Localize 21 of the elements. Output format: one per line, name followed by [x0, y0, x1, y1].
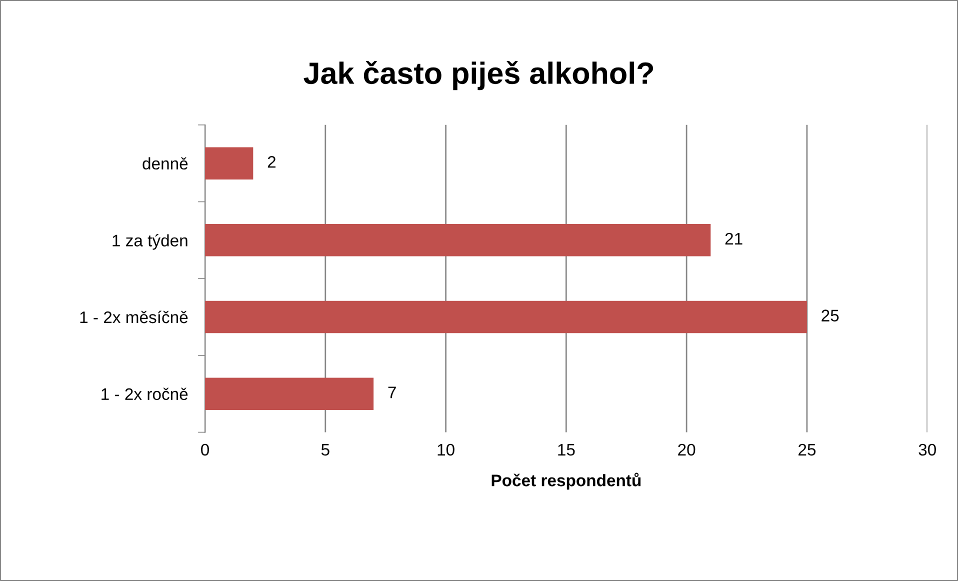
x-tick-label: 20	[678, 444, 696, 456]
y-tick-label: 1 - 2x měsíčně	[80, 310, 188, 324]
y-tick-label: 1 - 2x ročně	[102, 388, 188, 400]
data-label: 21	[725, 232, 742, 244]
x-tick-label: 0	[201, 444, 209, 456]
y-tick-label: denně	[142, 157, 188, 170]
bar	[205, 378, 374, 410]
x-tick-label: 5	[321, 444, 330, 456]
data-label: 2	[268, 156, 276, 168]
x-tick-label: 25	[798, 444, 816, 456]
bar	[205, 300, 807, 334]
x-tick-label: 10	[438, 444, 454, 456]
data-label: 25	[822, 310, 839, 322]
data-label: 7	[388, 386, 396, 398]
chart-title: Jak často piješ alkohol?	[304, 60, 654, 90]
bar	[205, 147, 254, 180]
bar	[205, 224, 711, 256]
x-tick-label: 15	[558, 444, 575, 456]
x-axis-title: Počet respondentů	[492, 472, 641, 490]
y-tick-label: 1 za týden	[112, 234, 188, 250]
x-tick-label: 30	[918, 444, 936, 456]
